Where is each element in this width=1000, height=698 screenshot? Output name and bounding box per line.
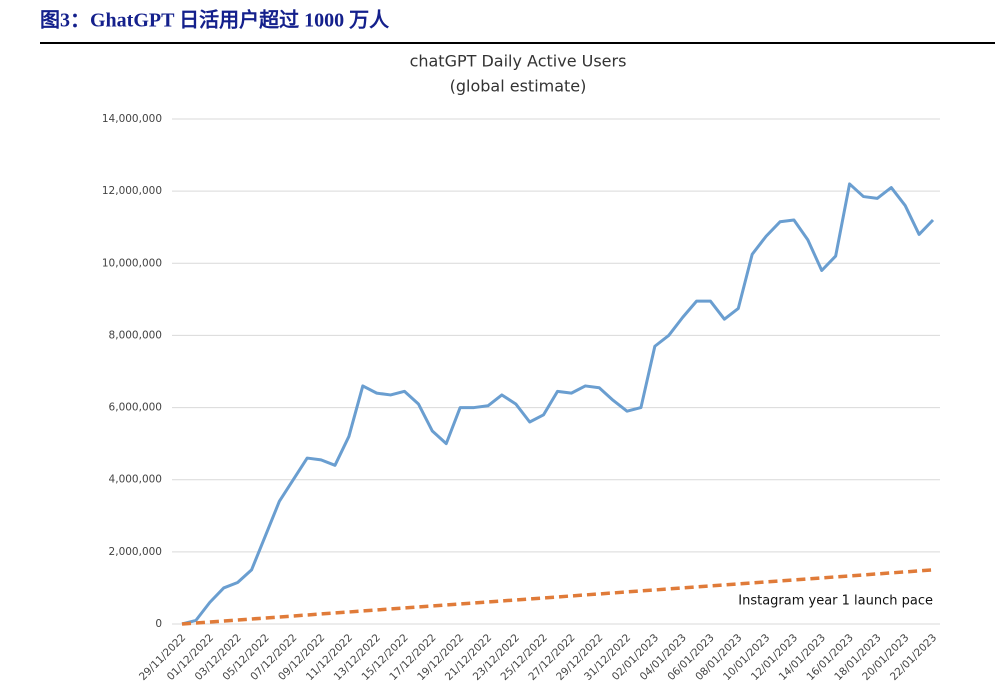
y-tick-label: 14,000,000 [102,113,162,125]
chart-subtitle: (global estimate) [450,77,587,96]
y-tick-label: 0 [155,618,162,630]
y-tick-label: 12,000,000 [102,185,162,197]
chart-title: chatGPT Daily Active Users [410,52,627,71]
figure-caption: 图3：GhatGPT 日活用户超过 1000 万人 [40,8,390,32]
y-tick-label: 6,000,000 [109,402,162,414]
y-tick-label: 8,000,000 [109,329,162,341]
y-tick-label: 2,000,000 [109,546,162,558]
y-tick-label: 4,000,000 [109,474,162,486]
series-label: Instagram year 1 launch pace [738,594,933,609]
y-tick-label: 10,000,000 [102,257,162,269]
series-line [181,182,935,626]
